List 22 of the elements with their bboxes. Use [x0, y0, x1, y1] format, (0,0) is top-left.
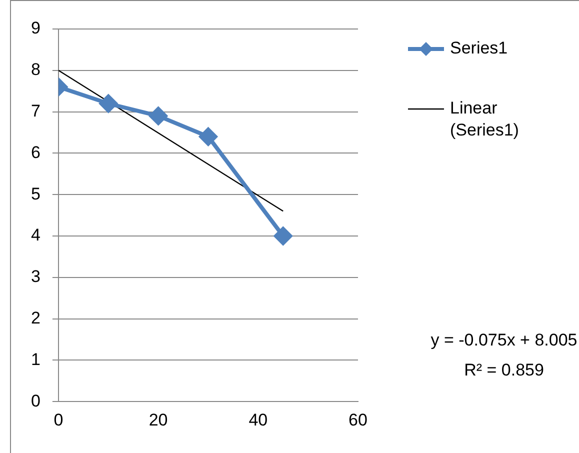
text: R² = 0.859	[464, 360, 544, 380]
x-tick-label: 60	[348, 410, 368, 430]
x-tick-label: 0	[54, 410, 64, 430]
point	[199, 128, 218, 146]
point	[149, 106, 168, 125]
y-tick-label: 2	[30, 308, 40, 328]
point	[99, 94, 118, 113]
y-tick-label: 5	[30, 184, 40, 204]
text: y = -0.075x + 8.005	[430, 330, 578, 350]
y-tick-label: 3	[30, 267, 40, 286]
y-tick-label: 4	[30, 226, 40, 245]
y-tick-label: 8	[30, 60, 40, 80]
point	[274, 227, 292, 245]
legend-label: Series1	[450, 38, 508, 58]
y-tick-label: 7	[30, 101, 40, 120]
legend-label: Linear (Series1)	[450, 98, 519, 140]
x-tick-label: 40	[248, 410, 268, 430]
y-tick-label: 1	[30, 350, 40, 369]
y-tick-label: 6	[30, 142, 40, 162]
y-tick-label: 9	[30, 18, 40, 38]
x-tick-label: 20	[148, 410, 168, 430]
y-tick-label: 0	[30, 391, 40, 410]
